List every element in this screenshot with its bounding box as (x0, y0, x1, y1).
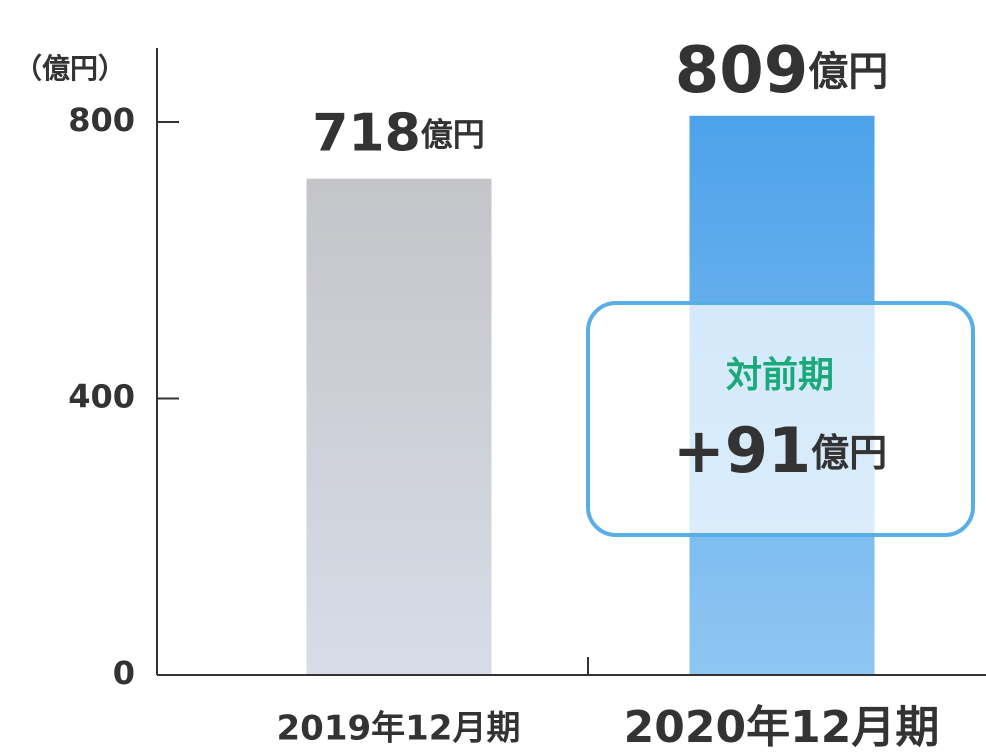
value-label: 809億円 (675, 33, 889, 107)
y-tick-label: 0 (113, 654, 135, 692)
annotation-box (586, 301, 975, 537)
x-tick-label: 2020年12月期 (624, 702, 940, 753)
y-tick-label: 400 (68, 378, 135, 416)
y-axis-label: （億円） (14, 52, 126, 85)
y-tick-label: 800 (68, 101, 135, 139)
x-tick-label: 2019年12月期 (277, 709, 521, 749)
annotation-title: 対前期 (726, 355, 834, 396)
bar (306, 178, 492, 675)
annotation-text: +91億円 (673, 414, 887, 487)
value-label: 718億円 (312, 104, 485, 164)
